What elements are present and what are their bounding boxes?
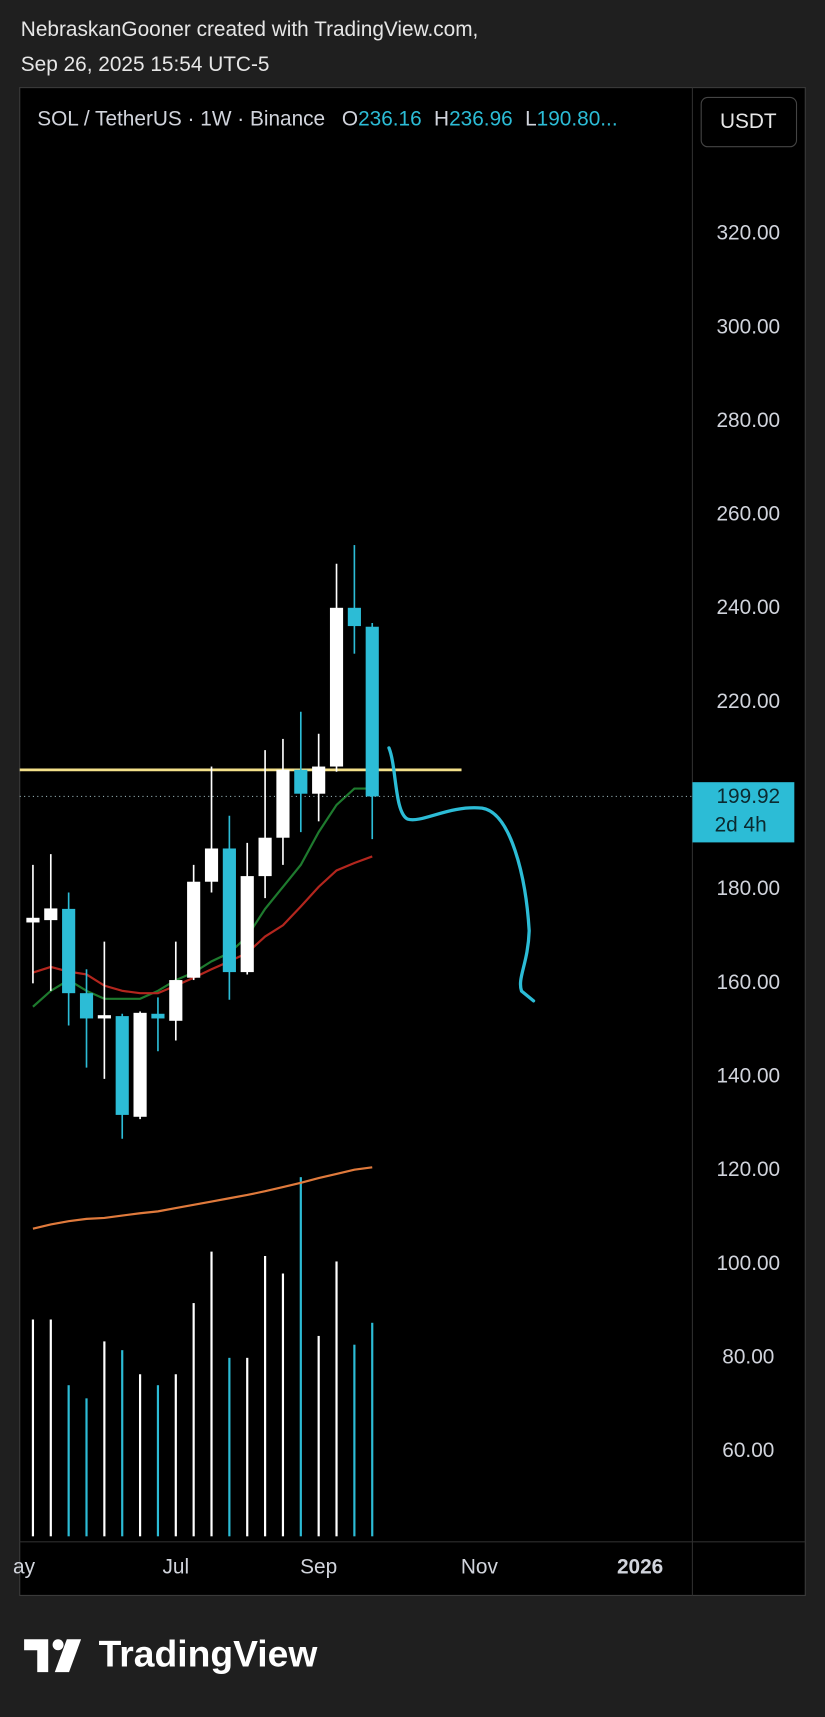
volume-bar (246, 1357, 249, 1537)
logo-mark (54, 1639, 82, 1673)
candle-body (312, 766, 326, 794)
legend-key: O (342, 107, 358, 130)
plot-area (19, 545, 693, 1537)
volume-bar (156, 1385, 160, 1537)
candle-body (294, 769, 308, 794)
legend-value: 236.96 (449, 107, 513, 130)
y-tick-label: 120.00 (716, 1158, 780, 1181)
volume-bar (317, 1335, 320, 1537)
volume-bar (138, 1374, 142, 1537)
candle-body (258, 837, 272, 877)
candle-body (151, 1013, 165, 1019)
legend-value: 190.80... (537, 107, 618, 130)
y-tick-label: 60.00 (722, 1439, 774, 1462)
y-tick-label: 260.00 (716, 503, 780, 526)
candle-body (79, 993, 94, 1019)
chart-frame (19, 87, 806, 1596)
y-tick-label: 160.00 (716, 971, 780, 994)
header-date: Sep 26, 2025 15:54 UTC-5 (21, 53, 270, 76)
moving-average (32, 855, 373, 995)
currency-button[interactable] (700, 96, 798, 148)
y-tick-label: 320.00 (716, 222, 780, 245)
logo-mark (24, 1639, 49, 1673)
price-tag (692, 782, 795, 843)
legend-key: H (434, 107, 449, 130)
x-tick-label: 2026 (617, 1556, 663, 1579)
candle-body (222, 848, 236, 973)
candle-body (62, 908, 76, 994)
volume-bar (335, 1261, 338, 1537)
candle-body (276, 769, 290, 838)
candle-body (365, 626, 379, 797)
brand-name: TradingView (99, 1633, 319, 1675)
candle-body (44, 908, 58, 921)
candle-body (97, 1015, 111, 1019)
volume-bar (263, 1255, 267, 1537)
volume-bar (228, 1357, 231, 1537)
legend: SOL / TetherUS · 1W · Binance O236.16 H2… (37, 107, 617, 130)
y-tick-label: 140.00 (716, 1064, 780, 1087)
volume-bar (192, 1303, 195, 1537)
volume-bar (49, 1319, 52, 1537)
x-tick-label: ay (13, 1556, 36, 1579)
x-tick-label: Jul (162, 1556, 189, 1579)
candle-body (329, 607, 344, 767)
header-author: NebraskanGooner created with TradingView… (21, 18, 479, 41)
y-tick-label: 300.00 (716, 315, 780, 338)
volume-bar (281, 1273, 285, 1537)
x-tick-label: Nov (461, 1556, 499, 1579)
tradingview-logo (24, 1639, 82, 1673)
y-tick-label: 280.00 (716, 409, 780, 432)
volume-bar (371, 1322, 374, 1537)
candle-body (347, 607, 361, 627)
volume-bar (103, 1341, 106, 1537)
volume-bar (210, 1251, 213, 1537)
y-tick-label: 180.00 (716, 877, 780, 900)
volume-bar (31, 1319, 35, 1537)
candle-body (115, 1016, 129, 1115)
moving-average (32, 787, 373, 1008)
x-tick-label: Sep (300, 1556, 337, 1579)
candle-body (26, 917, 40, 923)
drawn-projection (387, 746, 536, 1003)
volume-bar (85, 1398, 88, 1537)
logo-mark (52, 1639, 64, 1651)
price-tag-value: 199.92 (716, 785, 780, 808)
candle-body (240, 876, 254, 973)
volume-bar (121, 1350, 124, 1537)
y-tick-label: 80.00 (722, 1345, 774, 1368)
legend-value: 236.16 (358, 107, 422, 130)
legend-key: L (525, 107, 537, 130)
candle-body (133, 1012, 147, 1117)
volume-bar (67, 1385, 70, 1537)
y-tick-label: 100.00 (716, 1252, 780, 1275)
moving-average (32, 1166, 373, 1230)
price-tag-countdown: 2d 4h (715, 813, 767, 836)
volume-bar (174, 1374, 177, 1537)
candle-body (169, 980, 183, 1021)
volume-bar (299, 1177, 302, 1537)
candle-body (187, 881, 201, 978)
volume-bar (353, 1344, 356, 1537)
candle-body (204, 848, 219, 882)
currency-label: USDT (720, 110, 777, 133)
y-tick-label: 240.00 (716, 596, 780, 619)
y-tick-label: 220.00 (716, 690, 780, 713)
legend-symbol: SOL / TetherUS · 1W · Binance (37, 107, 325, 130)
